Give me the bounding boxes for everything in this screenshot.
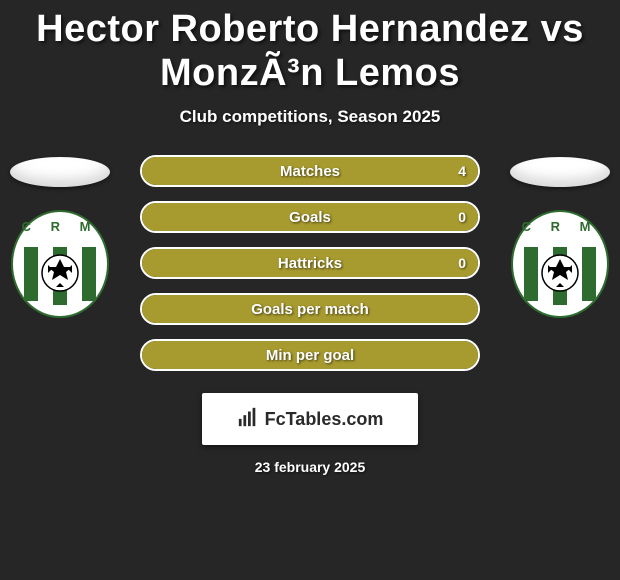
page-title: Hector Roberto Hernandez vs MonzÃ³n Lemo… bbox=[0, 0, 620, 99]
flag-oval-left bbox=[10, 157, 110, 187]
club-crest-left: C R M bbox=[10, 209, 110, 319]
svg-text:C R M: C R M bbox=[22, 219, 99, 234]
player-right-column: C R M bbox=[500, 151, 620, 319]
footer-date: 23 february 2025 bbox=[0, 459, 620, 475]
stat-label: Goals bbox=[289, 209, 331, 226]
stat-row: Min per goal bbox=[140, 339, 480, 371]
subtitle: Club competitions, Season 2025 bbox=[0, 107, 620, 127]
stat-value-right: 0 bbox=[458, 209, 466, 225]
comparison-stage: C R M C R M bbox=[0, 151, 620, 371]
stat-row: Matches 4 bbox=[140, 155, 480, 187]
stat-bars: Matches 4 Goals 0 Hattricks 0 Goals per match M… bbox=[140, 151, 480, 371]
club-crest-right: C R M bbox=[510, 209, 610, 319]
svg-text:C R M: C R M bbox=[522, 219, 599, 234]
stat-label: Min per goal bbox=[266, 347, 354, 364]
stat-row: Goals 0 bbox=[140, 201, 480, 233]
stat-label: Goals per match bbox=[251, 301, 369, 318]
stat-value-right: 4 bbox=[458, 163, 466, 179]
footer-logo-text: FcTables.com bbox=[265, 409, 384, 430]
footer-logo-badge: FcTables.com bbox=[202, 393, 418, 445]
stat-value-right: 0 bbox=[458, 255, 466, 271]
player-left-column: C R M bbox=[0, 151, 120, 319]
stat-row: Hattricks 0 bbox=[140, 247, 480, 279]
stat-row: Goals per match bbox=[140, 293, 480, 325]
bar-chart-icon bbox=[237, 406, 259, 433]
flag-oval-right bbox=[510, 157, 610, 187]
stat-label: Hattricks bbox=[278, 255, 342, 272]
stat-label: Matches bbox=[280, 163, 340, 180]
